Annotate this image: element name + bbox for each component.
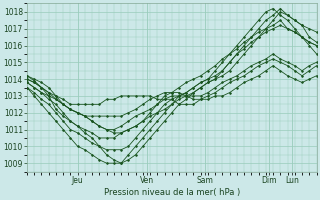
X-axis label: Pression niveau de la mer( hPa ): Pression niveau de la mer( hPa ) — [104, 188, 240, 197]
